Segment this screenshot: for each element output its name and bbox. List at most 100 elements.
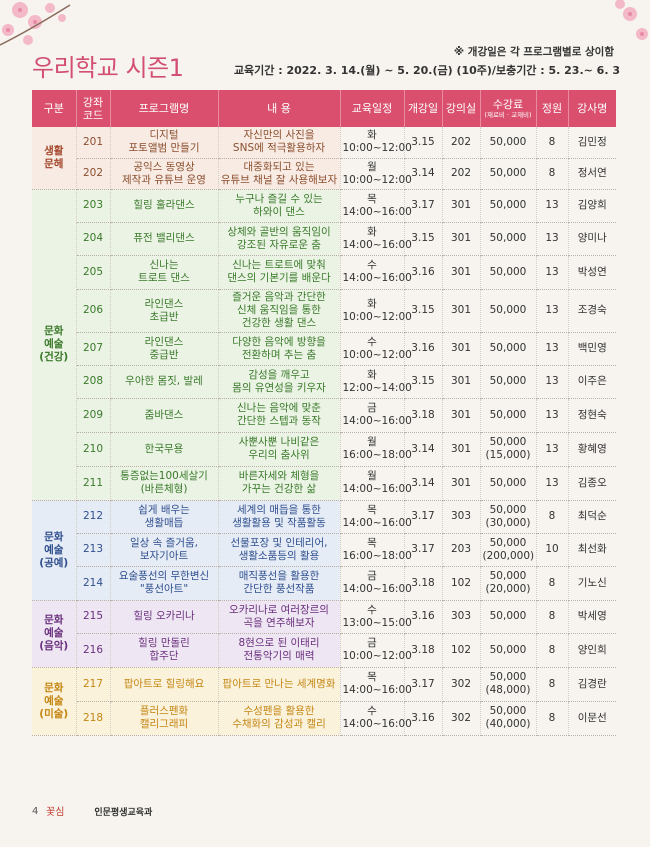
header-fee-sub: (재료비 · 교재비) [484, 111, 532, 119]
course-schedule: 금 10:00~12:00 [340, 633, 412, 668]
classroom: 303 [442, 600, 481, 634]
cherry-blossom-decoration [0, 2, 71, 46]
course-code: 217 [76, 667, 111, 702]
course-content: 상체와 골반의 움직임이 강조된 자유로운 춤 [218, 222, 341, 256]
course-schedule: 목 14:00~16:00 [340, 667, 412, 702]
tuition-fee: 50,000 [480, 466, 537, 501]
instructor-name: 이문선 [568, 701, 616, 736]
instructor-name: 정서연 [568, 158, 616, 190]
capacity: 8 [536, 500, 569, 534]
header-instructor: 강사명 [568, 90, 616, 127]
program-name: 퓨전 밸리댄스 [110, 222, 219, 256]
instructor-name: 최덕순 [568, 500, 616, 534]
city-logo-icon: 꽃심 [46, 806, 64, 818]
table-row: 206 라인댄스 초급반 즐거운 음악과 간단한 신체 움직임을 통한 건강한 생활… [32, 289, 616, 333]
start-date: 3.16 [404, 332, 443, 366]
program-name: 공익스 동영상 제작과 유튜브 운영 [110, 158, 219, 190]
tuition-fee: 50,000 [480, 365, 537, 399]
table-body: 생활 문헤 201 디지털 포토앨범 만들기 자신만의 사진을 SNS에 적극활용하자… [32, 127, 616, 736]
course-code: 201 [76, 127, 111, 159]
classroom: 303 [442, 500, 481, 534]
category-label: 문화 예술 (미술) [32, 667, 77, 736]
capacity: 13 [536, 398, 569, 433]
course-content: 오카리나로 여러장르의 곡을 연주해보자 [218, 600, 341, 634]
capacity: 8 [536, 667, 569, 702]
capacity: 13 [536, 289, 569, 333]
program-name: 팝아트로 힐링해요 [110, 667, 219, 702]
program-name: 힐링 오카리나 [110, 600, 219, 634]
capacity: 13 [536, 466, 569, 501]
capacity: 8 [536, 127, 569, 159]
course-code: 211 [76, 466, 111, 501]
table-row: 문화 예술 (공예) 212 쉽게 배우는 생활매듭 세계의 매듭을 통한 생활활용 … [32, 500, 616, 601]
course-schedule: 목 14:00~16:00 [340, 189, 412, 223]
svg-text:꽃심: 꽃심 [46, 806, 64, 818]
classroom: 301 [442, 189, 481, 223]
course-content: 누구나 즐길 수 있는 하와이 댄스 [218, 189, 341, 223]
page-title: 우리학교 시즌1 [32, 54, 184, 82]
classroom: 301 [442, 332, 481, 366]
course-schedule: 월 16:00~18:00 [340, 432, 412, 467]
tuition-fee: 50,000 (15,000) [480, 432, 537, 467]
course-content: 신나는 트로트에 맞춰 댄스의 기본기를 배운다 [218, 255, 341, 290]
page-footer: 4 꽃심 인문평생교육과 [32, 804, 153, 819]
course-schedule: 수 10:00~12:00 [340, 332, 412, 366]
table-row: 문화 예술 (건강) 203 힐링 훌라댄스 누구나 즐길 수 있는 하와이 댄스 목 … [32, 189, 616, 501]
course-content: 세계의 매듭을 통한 생활활용 및 작품활동 [218, 500, 341, 534]
course-code: 210 [76, 432, 111, 467]
program-name: 라인댄스 초급반 [110, 289, 219, 333]
tuition-fee: 50,000 [480, 633, 537, 668]
course-code: 216 [76, 633, 111, 668]
tuition-fee: 50,000 [480, 255, 537, 290]
course-code: 218 [76, 701, 111, 736]
instructor-name: 김양희 [568, 189, 616, 223]
program-name: 쉽게 배우는 생활매듭 [110, 500, 219, 534]
classroom: 301 [442, 289, 481, 333]
classroom: 302 [442, 667, 481, 702]
header-start-date: 개강일 [404, 90, 443, 127]
instructor-name: 조경숙 [568, 289, 616, 333]
classroom: 102 [442, 633, 481, 668]
course-schedule: 화 10:00~12:00 [340, 127, 412, 159]
instructor-name: 정현숙 [568, 398, 616, 433]
category-label: 문화 예술 (음악) [32, 600, 77, 668]
course-code: 202 [76, 158, 111, 190]
program-name: 힐링 훌라댄스 [110, 189, 219, 223]
instructor-name: 황혜영 [568, 432, 616, 467]
instructor-name: 김종오 [568, 466, 616, 501]
table-row: 210 한국무용 사뿐사뿐 나비같은 우리의 춤사위 월 16:00~18:00 3.1… [32, 432, 616, 467]
start-date: 3.15 [404, 365, 443, 399]
course-schedule: 목 14:00~16:00 [340, 500, 412, 534]
course-content: 즐거운 음악과 간단한 신체 움직임을 통한 건강한 생활 댄스 [218, 289, 341, 333]
tuition-fee: 50,000 (200,000) [480, 533, 537, 567]
capacity: 8 [536, 701, 569, 736]
table-row: 202 공익스 동영상 제작과 유튜브 운영 대중화되고 있는 유튜브 채널 잘 사… [32, 158, 616, 190]
course-code: 212 [76, 500, 111, 534]
course-schedule: 월 10:00~12:00 [340, 158, 412, 190]
course-code: 203 [76, 189, 111, 223]
program-name: 힐링 만돌린 합주단 [110, 633, 219, 668]
tuition-fee: 50,000 [480, 398, 537, 433]
course-code: 204 [76, 222, 111, 256]
program-name: 디지털 포토앨범 만들기 [110, 127, 219, 159]
table-row: 209 줌바댄스 신나는 음악에 맞춘 간단한 스텝과 동작 금 14:00~16:0… [32, 398, 616, 433]
tuition-fee: 50,000 [480, 289, 537, 333]
start-date: 3.14 [404, 432, 443, 467]
start-date: 3.14 [404, 158, 443, 190]
start-date: 3.16 [404, 600, 443, 634]
cherry-blossom-decoration-right [615, 0, 648, 40]
course-content: 바른자세와 체형을 가꾸는 건강한 삶 [218, 466, 341, 501]
tuition-fee: 50,000 [480, 222, 537, 256]
instructor-name: 박성연 [568, 255, 616, 290]
instructor-name: 백민영 [568, 332, 616, 366]
start-date: 3.16 [404, 255, 443, 290]
program-name: 라인댄스 중급반 [110, 332, 219, 366]
instructor-name: 기노신 [568, 566, 616, 601]
instructor-name: 이주은 [568, 365, 616, 399]
program-name: 줌바댄스 [110, 398, 219, 433]
tuition-fee: 50,000 [480, 189, 537, 223]
department-logo: 인문평생교육과 [94, 807, 153, 818]
education-period: 교육기간 : 2022. 3. 14.(월) ~ 5. 20.(금) (10주)… [233, 64, 620, 77]
header-capacity: 정원 [536, 90, 569, 127]
